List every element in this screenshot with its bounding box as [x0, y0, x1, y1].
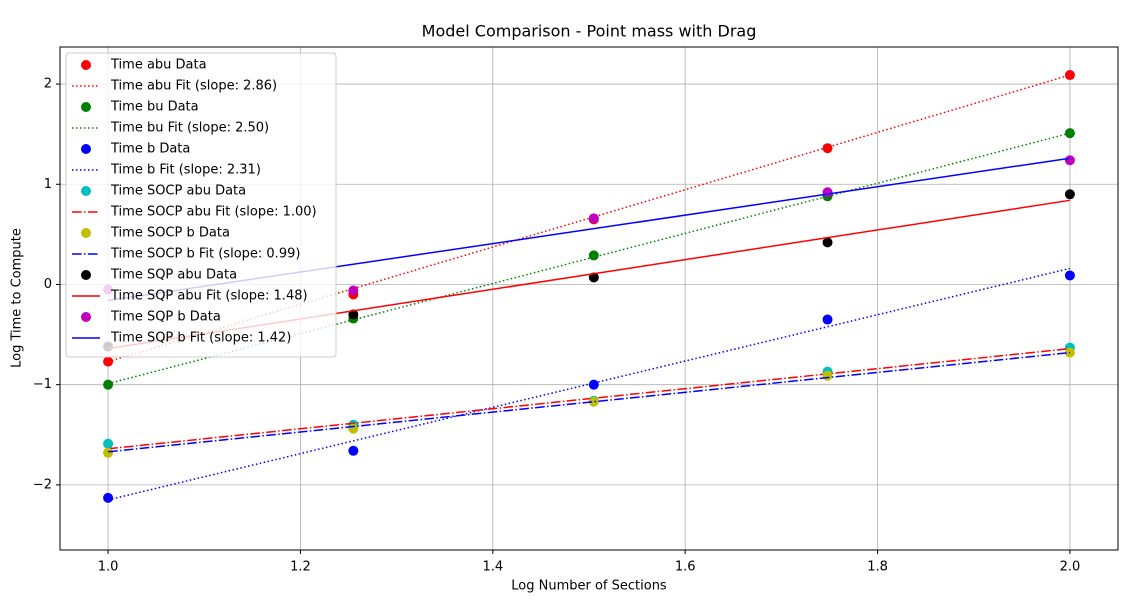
legend-symbol [81, 102, 91, 112]
data-point [348, 423, 359, 434]
legend-label: Time b Fit (slope: 2.31) [110, 163, 261, 178]
data-point [1064, 128, 1075, 139]
y-tick-label: −2 [33, 477, 52, 492]
legend-box [65, 52, 337, 358]
fit-line [108, 347, 1070, 450]
legend-symbol [81, 228, 91, 238]
legend-label: Time abu Fit (slope: 2.86) [110, 79, 277, 94]
data-point [822, 314, 833, 325]
legend-label: Time SQP b Fit (slope: 1.42) [110, 331, 291, 346]
data-point [1064, 270, 1075, 281]
data-point [822, 143, 833, 154]
legend-symbol [81, 270, 91, 280]
data-point [588, 272, 599, 283]
data-point [103, 379, 114, 390]
data-point [588, 379, 599, 390]
data-point [348, 445, 359, 456]
legend-symbol [81, 144, 91, 154]
fit-line [107, 74, 1071, 363]
legend-symbol [81, 60, 91, 70]
data-point [822, 237, 833, 248]
legend-label: Time SQP b Data [110, 310, 221, 325]
legend-label: Time SQP abu Data [110, 268, 237, 283]
x-tick-label: 1.8 [867, 560, 888, 575]
legend-label: Time SOCP abu Fit (slope: 1.00) [110, 205, 317, 220]
fit-line [108, 351, 1070, 453]
fit-line [107, 267, 1071, 501]
fit-line [107, 132, 1071, 385]
y-tick-label: 0 [44, 277, 52, 292]
x-tick-label: 1.0 [98, 560, 119, 575]
data-point [822, 187, 833, 198]
legend-label: Time SQP abu Fit (slope: 1.48) [110, 289, 308, 304]
data-point [348, 285, 359, 296]
legend-label: Time bu Fit (slope: 2.50) [110, 121, 269, 136]
data-point [103, 447, 114, 458]
x-tick-label: 1.4 [482, 560, 503, 575]
data-point [588, 396, 599, 407]
data-point [822, 370, 833, 381]
legend-label: Time SOCP abu Data [110, 184, 246, 199]
data-point [1064, 155, 1075, 166]
legend-label: Time bu Data [110, 100, 199, 115]
y-tick-label: 1 [44, 177, 52, 192]
legend-label: Time SOCP b Fit (slope: 0.99) [110, 247, 300, 262]
legend-symbol [81, 186, 91, 196]
legend: Time abu Data Time abu Fit (slope: 2.86) T… [65, 52, 337, 358]
x-axis-label: Log Number of Sections [511, 579, 667, 594]
axes-frame [59, 46, 1119, 551]
plot-marks [103, 70, 1075, 503]
y-axis-label: Log Time to Compute [10, 228, 25, 368]
y-tick-label: −1 [33, 377, 52, 392]
legend-label: Time b Data [110, 142, 190, 157]
data-point [103, 492, 114, 503]
ticks: 1.0 1.2 1.4 1.6 1.8 2.0 −2 −1 0 1 2 [33, 77, 1080, 575]
x-tick-label: 1.2 [290, 560, 311, 575]
legend-label: Time abu Data [110, 58, 207, 73]
legend-label: Time SOCP b Data [110, 226, 230, 241]
chart-title: Model Comparison - Point mass with Drag [422, 22, 757, 41]
legend-symbol [81, 312, 91, 322]
data-point [103, 438, 114, 449]
data-point [588, 213, 599, 224]
x-tick-label: 2.0 [1060, 560, 1081, 575]
x-tick-label: 1.6 [675, 560, 696, 575]
data-point [1064, 189, 1075, 200]
data-point [588, 250, 599, 261]
data-point [1064, 70, 1075, 81]
data-point [348, 309, 359, 320]
y-tick-label: 2 [44, 77, 52, 92]
